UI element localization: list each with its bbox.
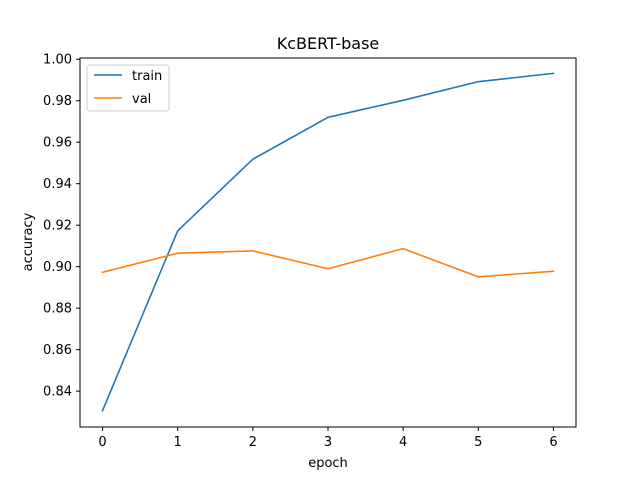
x-tick-label: 1	[174, 435, 182, 450]
x-tick-label: 3	[324, 435, 332, 450]
legend: train val	[86, 64, 170, 112]
x-tick-label: 0	[98, 435, 106, 450]
series-layer	[101, 72, 555, 412]
y-tick-label: 0.92	[43, 219, 72, 234]
y-axis-label: accuracy	[21, 212, 36, 271]
series-line-train	[101, 72, 555, 412]
legend-label-val: val	[132, 92, 151, 107]
y-tick-label: 0.88	[43, 302, 72, 317]
y-tick-label: 0.84	[43, 385, 72, 400]
legend-box	[86, 64, 170, 112]
x-axis-label: epoch	[308, 456, 348, 471]
x-tick-label: 4	[399, 435, 407, 450]
series-line-val	[101, 247, 555, 278]
chart-title: KcBERT-base	[277, 34, 380, 53]
plot-area	[80, 58, 576, 427]
x-tick-label: 6	[549, 435, 557, 450]
y-tick-label: 0.86	[43, 343, 72, 358]
x-ticks: 0 1 2 3 4 5 6	[98, 427, 558, 450]
y-ticks: 0.84 0.86 0.88 0.90 0.92 0.94 0.96 0.98 1.00	[43, 53, 80, 400]
x-tick-label: 5	[474, 435, 482, 450]
y-tick-label: 0.96	[43, 136, 72, 151]
y-tick-label: 0.94	[43, 177, 72, 192]
legend-label-train: train	[132, 69, 162, 84]
x-tick-label: 2	[249, 435, 257, 450]
y-tick-label: 1.00	[43, 53, 72, 68]
y-tick-label: 0.90	[43, 260, 72, 275]
y-tick-label: 0.98	[43, 94, 72, 109]
